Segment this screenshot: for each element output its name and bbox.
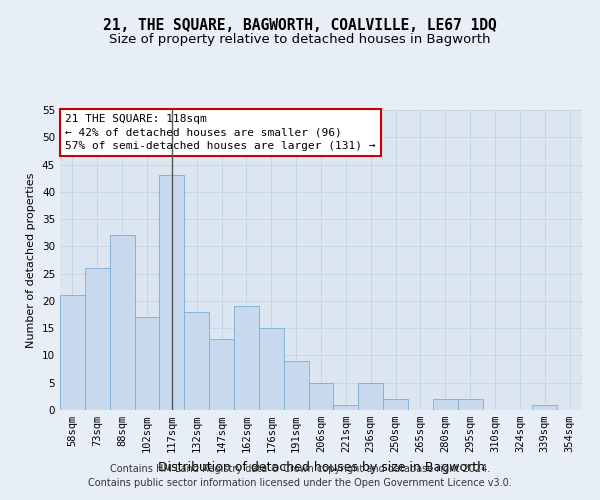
Bar (184, 312, 209, 410)
Text: Size of property relative to detached houses in Bagworth: Size of property relative to detached ho… (109, 32, 491, 46)
Bar (160, 176, 184, 410)
Bar (110, 236, 134, 410)
Y-axis label: Number of detached properties: Number of detached properties (26, 172, 37, 348)
Bar (60, 296, 85, 410)
Bar (134, 318, 160, 410)
Bar (383, 399, 408, 410)
Bar (308, 382, 334, 410)
Bar (532, 404, 557, 410)
Bar (358, 382, 383, 410)
Bar (433, 399, 458, 410)
Bar (458, 399, 482, 410)
Bar (334, 404, 358, 410)
Bar (234, 306, 259, 410)
Text: 21 THE SQUARE: 118sqm
← 42% of detached houses are smaller (96)
57% of semi-deta: 21 THE SQUARE: 118sqm ← 42% of detached … (65, 114, 376, 151)
Bar (85, 268, 110, 410)
Text: Contains HM Land Registry data © Crown copyright and database right 2024.
Contai: Contains HM Land Registry data © Crown c… (88, 464, 512, 487)
X-axis label: Distribution of detached houses by size in Bagworth: Distribution of detached houses by size … (157, 460, 485, 473)
Bar (209, 339, 234, 410)
Text: 21, THE SQUARE, BAGWORTH, COALVILLE, LE67 1DQ: 21, THE SQUARE, BAGWORTH, COALVILLE, LE6… (103, 18, 497, 32)
Bar (259, 328, 284, 410)
Bar (284, 361, 308, 410)
